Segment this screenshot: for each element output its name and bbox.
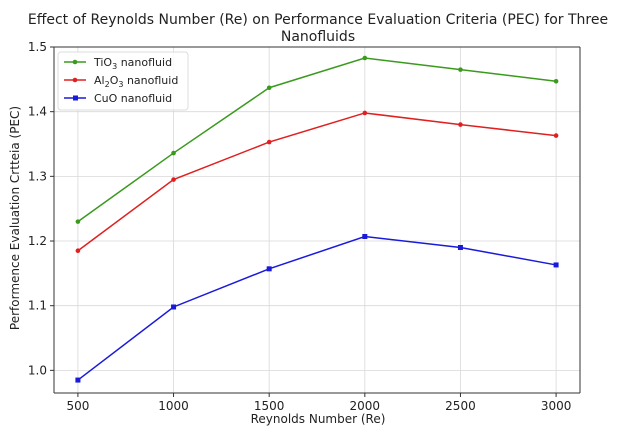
legend-label: TiO3 nanofluid (93, 56, 172, 71)
legend: TiO3 nanofluid Al2O3 nanofluid CuO nanoflu… (57, 51, 189, 111)
series-line (77, 112, 557, 252)
data-point (553, 133, 559, 138)
axes: 500 1000 1500 2000 2500 3000 1.0 1.1 1.2 1.3 1.4 1.… (28, 40, 581, 413)
x-axis-label: Reynolds Number (Re) (251, 412, 386, 426)
legend-label: Al2O3 nanofluid (94, 74, 178, 89)
series-line (77, 57, 557, 223)
data-point (362, 55, 368, 61)
y-tick-label: 1.5 (28, 40, 47, 54)
data-point (266, 85, 272, 91)
y-tick-label: 1.4 (28, 105, 47, 119)
chart-title-line-1: Effect of Reynolds Number (Re) on Perfor… (28, 12, 608, 28)
data-point (458, 122, 463, 127)
legend-box (57, 51, 189, 111)
data-point (553, 262, 559, 268)
data-point (362, 233, 368, 239)
y-tick-label: 1.0 (28, 363, 47, 377)
legend-swatch-marker (73, 95, 78, 101)
y-axis-label: Performence Evaluation Crtteia (PEC) (8, 106, 22, 330)
data-point (362, 110, 368, 116)
legend-label: CuO nanofluid (94, 92, 172, 105)
legend-swatch-marker (72, 77, 78, 83)
data-point (266, 139, 272, 145)
y-tick-label: 1.2 (28, 234, 47, 248)
data-point (266, 266, 272, 272)
data-point (75, 377, 81, 383)
x-tick-label: 2000 (350, 399, 381, 413)
data-point (171, 177, 176, 182)
legend-item: Al2O3 nanofluid (64, 74, 178, 89)
y-tick-label: 1.1 (28, 299, 47, 313)
x-tick-label: 1000 (158, 399, 189, 413)
data-point (75, 219, 81, 224)
chart-title-line-2: Nanofluids (281, 29, 355, 45)
series-2 (75, 110, 559, 254)
series-line (77, 235, 557, 381)
series-1 (75, 55, 559, 224)
series-group (75, 55, 559, 383)
data-point (553, 78, 559, 84)
x-tick-label: 1500 (254, 399, 285, 413)
x-tick-label: 500 (66, 399, 89, 413)
legend-item: CuO nanofluid (64, 92, 172, 105)
legend-item: TiO3 nanofluid (64, 56, 172, 71)
data-point (75, 248, 81, 254)
data-point (458, 67, 463, 72)
series-3 (75, 233, 559, 383)
x-tick-label: 3000 (541, 399, 572, 413)
y-tick-label: 1.3 (28, 169, 47, 183)
data-point (457, 244, 463, 250)
data-point (171, 304, 177, 310)
legend-swatch-marker (72, 59, 78, 65)
data-point (171, 150, 176, 156)
x-tick-label: 2500 (445, 399, 476, 413)
